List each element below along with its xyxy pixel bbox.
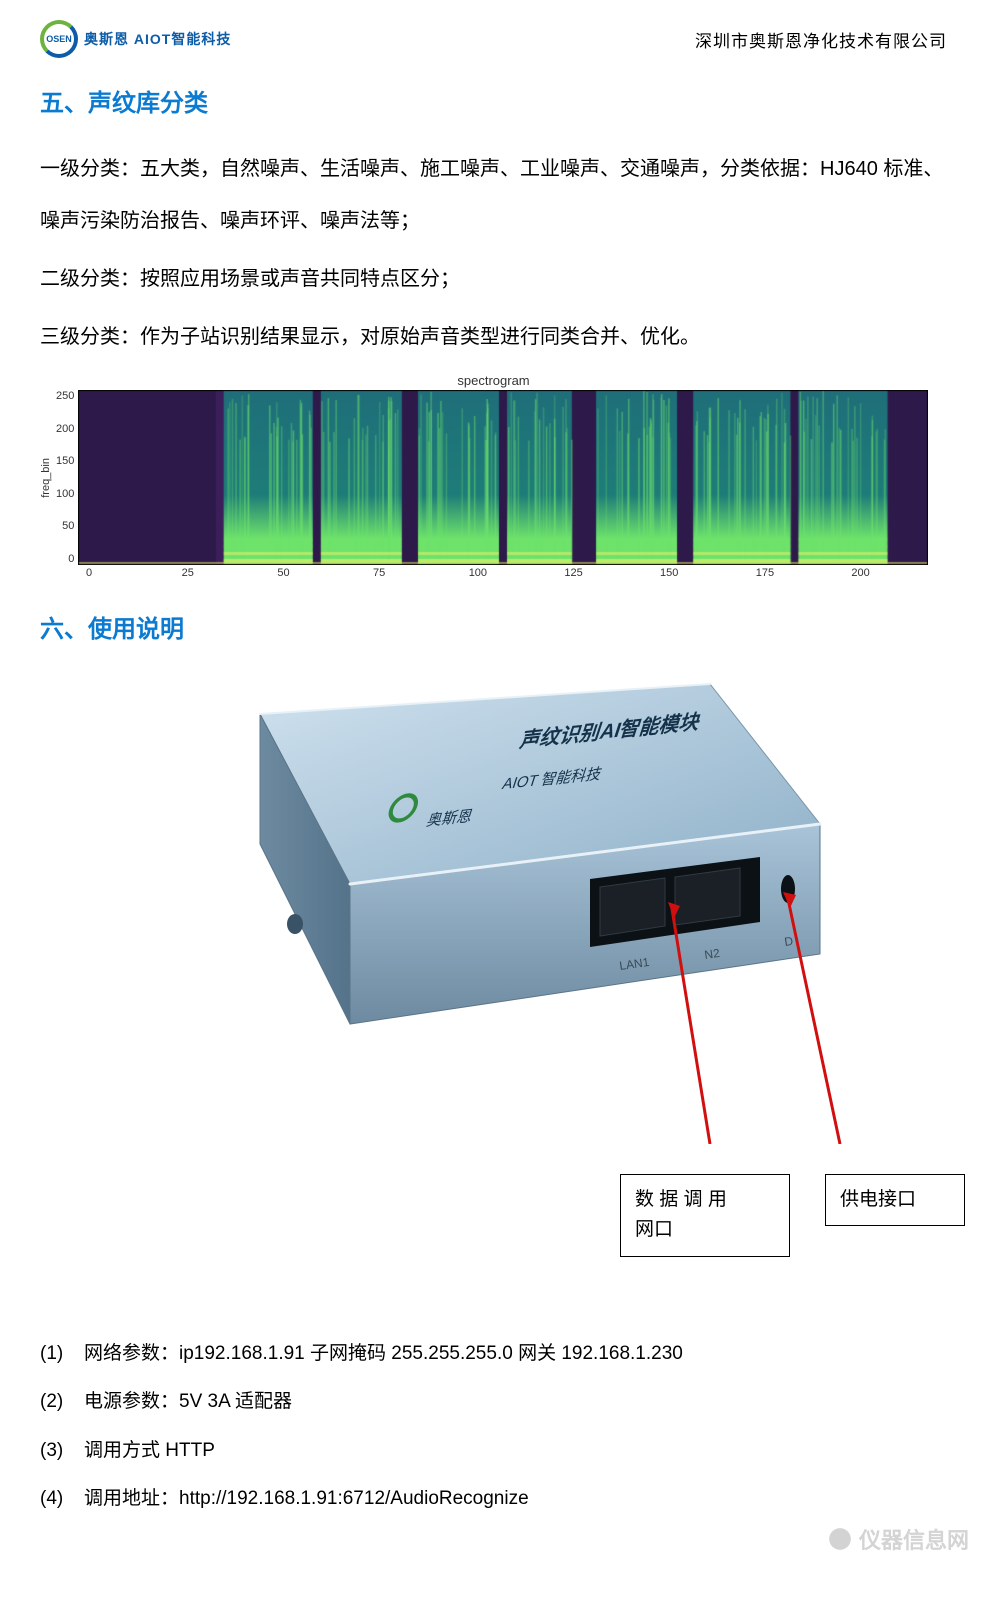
spectrogram-yticks: 250200150100500 <box>56 390 78 565</box>
callout-power-port: 供电接口 <box>825 1174 965 1226</box>
param-num: (4) <box>40 1484 84 1514</box>
param-num: (1) <box>40 1339 84 1369</box>
param-num: (2) <box>40 1387 84 1417</box>
section5-p3: 三级分类：作为子站识别结果显示，对原始声音类型进行同类合并、优化。 <box>40 311 947 363</box>
device-figure: LAN1N2D声纹识别AI智能模块AIOT 智能科技奥斯恩 数 据 调 用 网口… <box>40 674 947 1314</box>
spectrogram-title: spectrogram <box>40 373 947 388</box>
param-num: (3) <box>40 1436 84 1466</box>
logo-text: 奥斯恩 AIOT智能科技 <box>84 29 231 49</box>
logo-block: OSEN 奥斯恩 AIOT智能科技 <box>40 20 231 58</box>
page-header: OSEN 奥斯恩 AIOT智能科技 深圳市奥斯恩净化技术有限公司 <box>40 20 947 58</box>
watermark-text: 仪器信息网 <box>859 1523 969 1555</box>
company-name: 深圳市奥斯恩净化技术有限公司 <box>695 27 947 52</box>
svg-text:N2: N2 <box>703 946 720 962</box>
callout-data-port-line2: 网口 <box>635 1215 775 1245</box>
device-svg: LAN1N2D声纹识别AI智能模块AIOT 智能科技奥斯恩 <box>120 674 880 1144</box>
callout-power-port-text: 供电接口 <box>840 1189 916 1210</box>
spectrogram-canvas <box>78 390 928 565</box>
param-text: 网络参数：ip192.168.1.91 子网掩码 255.255.255.0 网… <box>84 1339 683 1369</box>
param-item: (4)调用地址：http://192.168.1.91:6712/AudioRe… <box>40 1484 947 1514</box>
watermark: 仪器信息网 <box>827 1523 969 1555</box>
spectrogram-xticks: 0255075100125150175200 <box>86 567 947 579</box>
callout-data-port-line1: 数 据 调 用 <box>635 1185 775 1215</box>
param-item: (3)调用方式 HTTP <box>40 1436 947 1466</box>
section5-p1: 一级分类：五大类，自然噪声、生活噪声、施工噪声、工业噪声、交通噪声，分类依据：H… <box>40 143 947 247</box>
param-item: (2)电源参数：5V 3A 适配器 <box>40 1387 947 1417</box>
section6-heading: 六、使用说明 <box>40 609 947 644</box>
param-text: 电源参数：5V 3A 适配器 <box>84 1387 292 1417</box>
spectrogram-figure: spectrogram freq_bin 250200150100500 025… <box>40 373 947 579</box>
watermark-icon <box>827 1526 853 1552</box>
callout-data-port: 数 据 调 用 网口 <box>620 1174 790 1257</box>
param-item: (1)网络参数：ip192.168.1.91 子网掩码 255.255.255.… <box>40 1339 947 1369</box>
param-text: 调用方式 HTTP <box>84 1436 215 1466</box>
spectrogram-ylabel: freq_bin <box>40 458 52 498</box>
section5-p2: 二级分类：按照应用场景或声音共同特点区分； <box>40 253 947 305</box>
param-text: 调用地址：http://192.168.1.91:6712/AudioRecog… <box>84 1484 529 1514</box>
logo-icon: OSEN <box>40 20 78 58</box>
param-list: (1)网络参数：ip192.168.1.91 子网掩码 255.255.255.… <box>40 1339 947 1515</box>
section5-heading: 五、声纹库分类 <box>40 83 947 118</box>
